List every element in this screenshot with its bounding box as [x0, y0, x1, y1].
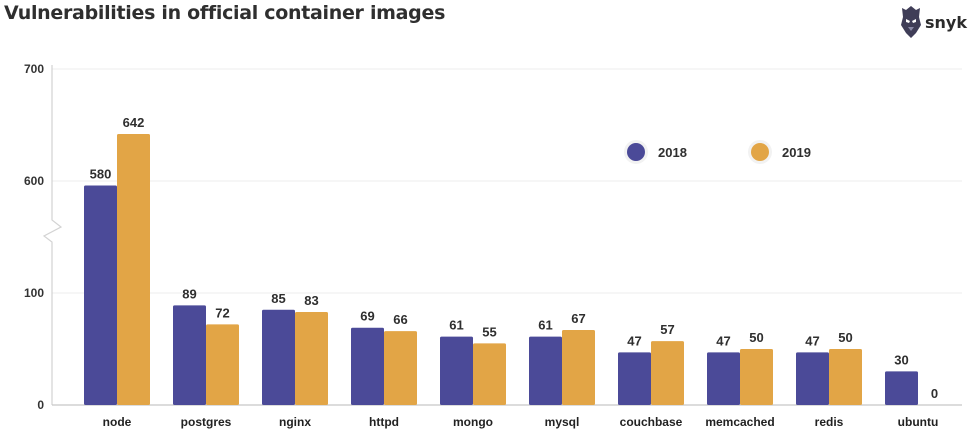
- value-label: 47: [627, 333, 641, 348]
- y-axis: [42, 65, 63, 405]
- legend-label-2018: 2018: [658, 145, 687, 160]
- value-label: 61: [449, 318, 463, 333]
- value-label: 85: [271, 291, 285, 306]
- bar-2018-ubuntu: [885, 371, 918, 405]
- bar-2019-nginx: [295, 312, 328, 405]
- value-label: 50: [838, 330, 852, 345]
- value-label: 89: [182, 286, 196, 301]
- legend-label-2019: 2019: [782, 145, 811, 160]
- legend-swatch-2018: [627, 143, 645, 161]
- y-tick-label: 600: [24, 174, 44, 188]
- bar-2018-mysql: [529, 336, 562, 405]
- category-label-node: node: [103, 415, 132, 429]
- value-label: 642: [123, 115, 145, 130]
- grid-lines: [52, 68, 962, 294]
- y-tick-label: 0: [37, 398, 44, 412]
- category-label-couchbase: couchbase: [620, 415, 683, 429]
- value-label: 57: [660, 322, 674, 337]
- bars: [84, 133, 918, 405]
- value-label: 66: [393, 312, 407, 327]
- bar-2019-postgres: [206, 324, 239, 405]
- category-label-mysql: mysql: [545, 415, 580, 429]
- value-label: 67: [571, 311, 585, 326]
- legend-swatch-2019: [751, 143, 769, 161]
- bar-2018-postgres: [173, 305, 206, 405]
- bar-2018-memcached: [707, 352, 740, 405]
- y-tick-label: 700: [24, 62, 44, 76]
- value-label: 30: [894, 352, 908, 367]
- chart-title: Vulnerabilities in official container im…: [4, 2, 446, 24]
- value-label: 0: [931, 386, 938, 401]
- value-label: 50: [749, 330, 763, 345]
- bar-2019-node: [117, 133, 150, 405]
- brand-logo: snyk: [900, 4, 967, 40]
- value-label: 69: [360, 309, 374, 324]
- bar-2018-couchbase: [618, 352, 651, 405]
- category-label-postgres: postgres: [181, 415, 232, 429]
- value-labels: 580 642 89 72 85 83 69 66 61 55 61 67 47 57 47 50 47 50 30…: [90, 115, 938, 401]
- category-labels: node postgres nginx httpd mongo mysql couchbas…: [103, 415, 939, 429]
- category-label-redis: redis: [815, 415, 844, 429]
- category-label-mongo: mongo: [453, 415, 493, 429]
- bar-2018-nginx: [262, 309, 295, 405]
- bar-2019-mysql: [562, 329, 595, 405]
- value-label: 55: [482, 324, 496, 339]
- snyk-logo-icon: [901, 6, 922, 38]
- legend: 2018 2019: [624, 140, 811, 164]
- value-label: 83: [304, 293, 318, 308]
- brand-name: snyk: [925, 12, 967, 32]
- y-tick-label: 100: [24, 286, 44, 300]
- value-label: 47: [805, 333, 819, 348]
- bar-2018-mongo: [440, 336, 473, 405]
- bar-2018-httpd: [351, 327, 384, 405]
- bar-2019-couchbase: [651, 341, 684, 405]
- category-label-nginx: nginx: [279, 415, 311, 429]
- category-label-ubuntu: ubuntu: [898, 415, 939, 429]
- bar-2018-node: [84, 185, 117, 405]
- value-label: 47: [716, 333, 730, 348]
- bar-2019-memcached: [740, 349, 773, 405]
- category-label-memcached: memcached: [705, 415, 774, 429]
- bar-2019-mongo: [473, 343, 506, 405]
- value-label: 580: [90, 166, 112, 181]
- bar-2019-redis: [829, 349, 862, 405]
- bar-2019-httpd: [384, 331, 417, 405]
- category-label-httpd: httpd: [369, 415, 399, 429]
- value-label: 72: [215, 305, 229, 320]
- value-label: 61: [538, 318, 552, 333]
- bar-2018-redis: [796, 352, 829, 405]
